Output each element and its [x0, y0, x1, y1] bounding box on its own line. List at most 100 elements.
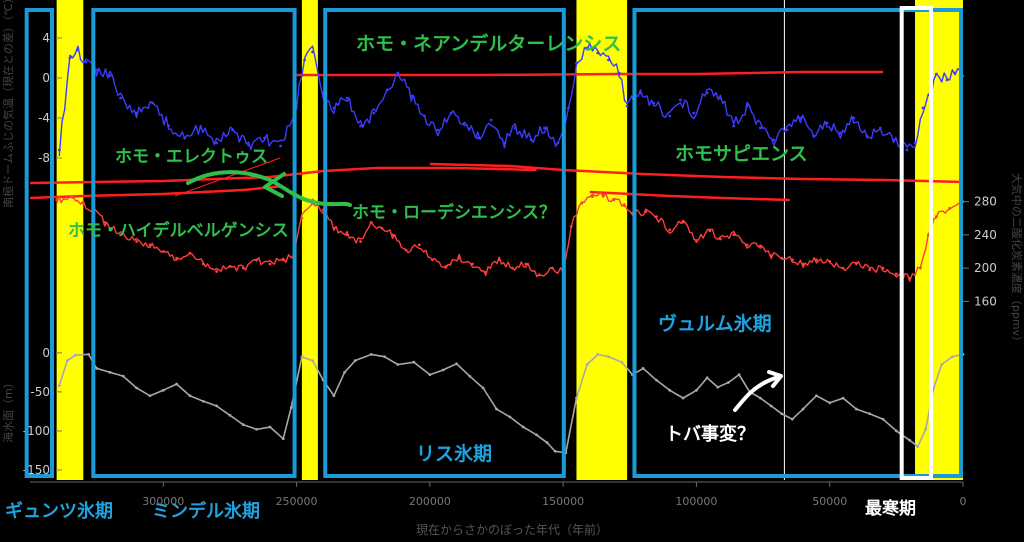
temperature-point: [436, 128, 440, 132]
temperature-point: [119, 96, 123, 100]
sea_level-point: [668, 388, 672, 392]
sea-tick-label-3: -150: [23, 463, 50, 477]
sea_level-point: [468, 374, 472, 378]
temperature-point: [732, 124, 736, 128]
sea_level-point: [215, 404, 219, 408]
co2-point: [623, 204, 626, 208]
temp-tick-label-2: -4: [38, 111, 50, 125]
co2-point: [161, 250, 165, 253]
temperature-point: [825, 121, 829, 125]
temperature-point: [215, 141, 219, 145]
sea_level-point: [268, 425, 272, 429]
homo-line-heidelbergensis: [29, 184, 284, 200]
x-tick-label-4: 100000: [675, 495, 717, 508]
co2-tick-label-3: 160: [974, 294, 997, 308]
homo-thin-diagonal: [174, 157, 281, 197]
temperature-point: [679, 98, 682, 102]
sea_level-point: [801, 407, 805, 411]
temperature-point: [95, 68, 99, 72]
green-arrow-stroke: [186, 170, 352, 207]
sea_level-point: [343, 370, 346, 374]
sea_level-point: [737, 373, 741, 377]
temperature-point: [529, 138, 533, 142]
interglacial-band-3: [915, 0, 963, 480]
sea_level-point: [924, 427, 928, 431]
co2-point: [81, 201, 85, 205]
annotation-labels: ホモ・ネアンデルターレンシス ホモ・エレクトゥス ホモサピエンス ホモ・ローデシ…: [5, 32, 916, 537]
sea_level-point: [65, 359, 69, 363]
x-tick-label-0: 300000: [142, 495, 184, 508]
temperature-point: [556, 141, 560, 145]
temperature-point: [247, 143, 250, 147]
sea_level-point: [908, 438, 912, 442]
co2-point: [228, 265, 232, 268]
sea_level-point: [596, 352, 600, 356]
temperature-point: [385, 88, 389, 92]
temp-tick-label-1: 0: [42, 71, 50, 85]
temperature-point: [705, 91, 709, 95]
co2-tick-label-2: 200: [974, 261, 997, 275]
homo-species-lines: [29, 70, 964, 202]
sea_level-point: [481, 386, 485, 390]
sea_level-point: [841, 396, 845, 400]
sea_level-point: [495, 407, 498, 411]
co2-point: [471, 262, 474, 266]
temperature-point: [617, 71, 621, 75]
coldest-period-box: [899, 6, 934, 480]
glacial-box-3: [632, 8, 963, 478]
sea_level-point: [940, 363, 944, 366]
series-sea_level: [58, 353, 964, 454]
temperature-point: [332, 106, 336, 110]
sea_level-point: [868, 412, 872, 416]
co2-point: [457, 256, 461, 260]
temp-axis-title: 南極ドームふじの気温（現在との差）（℃）: [1, 0, 15, 208]
sea-tick-label-2: -100: [23, 424, 50, 438]
co2-point: [300, 216, 304, 220]
temperature-point: [798, 116, 802, 120]
sea_level-point: [289, 406, 293, 409]
sea_level-point: [396, 363, 400, 366]
glacial-box-0: [24, 8, 54, 478]
sea_level-point: [311, 359, 314, 363]
sea_level-point: [769, 404, 773, 408]
temperature-point: [921, 106, 925, 110]
temperature-point: [231, 128, 234, 132]
co2-point: [894, 272, 898, 276]
temperature-point: [585, 46, 589, 50]
glacial-box-1: [91, 8, 297, 478]
temp-tick-label-3: -8: [38, 151, 50, 165]
co2-point: [918, 266, 922, 270]
temperature-point: [279, 144, 282, 148]
sea_level-point: [121, 374, 125, 378]
annotation-arrows: [186, 170, 783, 412]
homo-line-neanderthalensis: [296, 70, 884, 77]
x-tick-label-2: 200000: [409, 495, 451, 508]
temperature-point: [489, 118, 493, 122]
label-riss: リス氷期: [416, 443, 492, 465]
sea_level-point: [716, 385, 720, 389]
sea_level-point: [281, 437, 285, 441]
homo-line-erectus: [29, 166, 537, 185]
co2-point: [612, 198, 616, 202]
temperature-point: [303, 58, 306, 62]
co2-point: [814, 258, 818, 262]
sea_level-point: [881, 417, 885, 421]
co2-point: [537, 273, 541, 277]
sea_level-point: [428, 373, 432, 377]
co2-point: [332, 226, 336, 230]
co2-point: [444, 265, 448, 268]
interglacial-band-1: [301, 0, 318, 480]
sea_level-point: [57, 384, 61, 388]
interglacial-bands: [56, 0, 963, 480]
co2-point: [148, 243, 152, 247]
co2-point: [580, 201, 584, 205]
sea_level-point: [814, 394, 818, 398]
temperature-point: [652, 101, 656, 105]
temperature-point: [68, 56, 72, 60]
temperature-point: [409, 94, 413, 98]
green-arrow-head: [263, 172, 286, 198]
sea_level-point: [412, 360, 416, 364]
temperature-point: [692, 111, 696, 115]
co2-point: [695, 240, 698, 243]
